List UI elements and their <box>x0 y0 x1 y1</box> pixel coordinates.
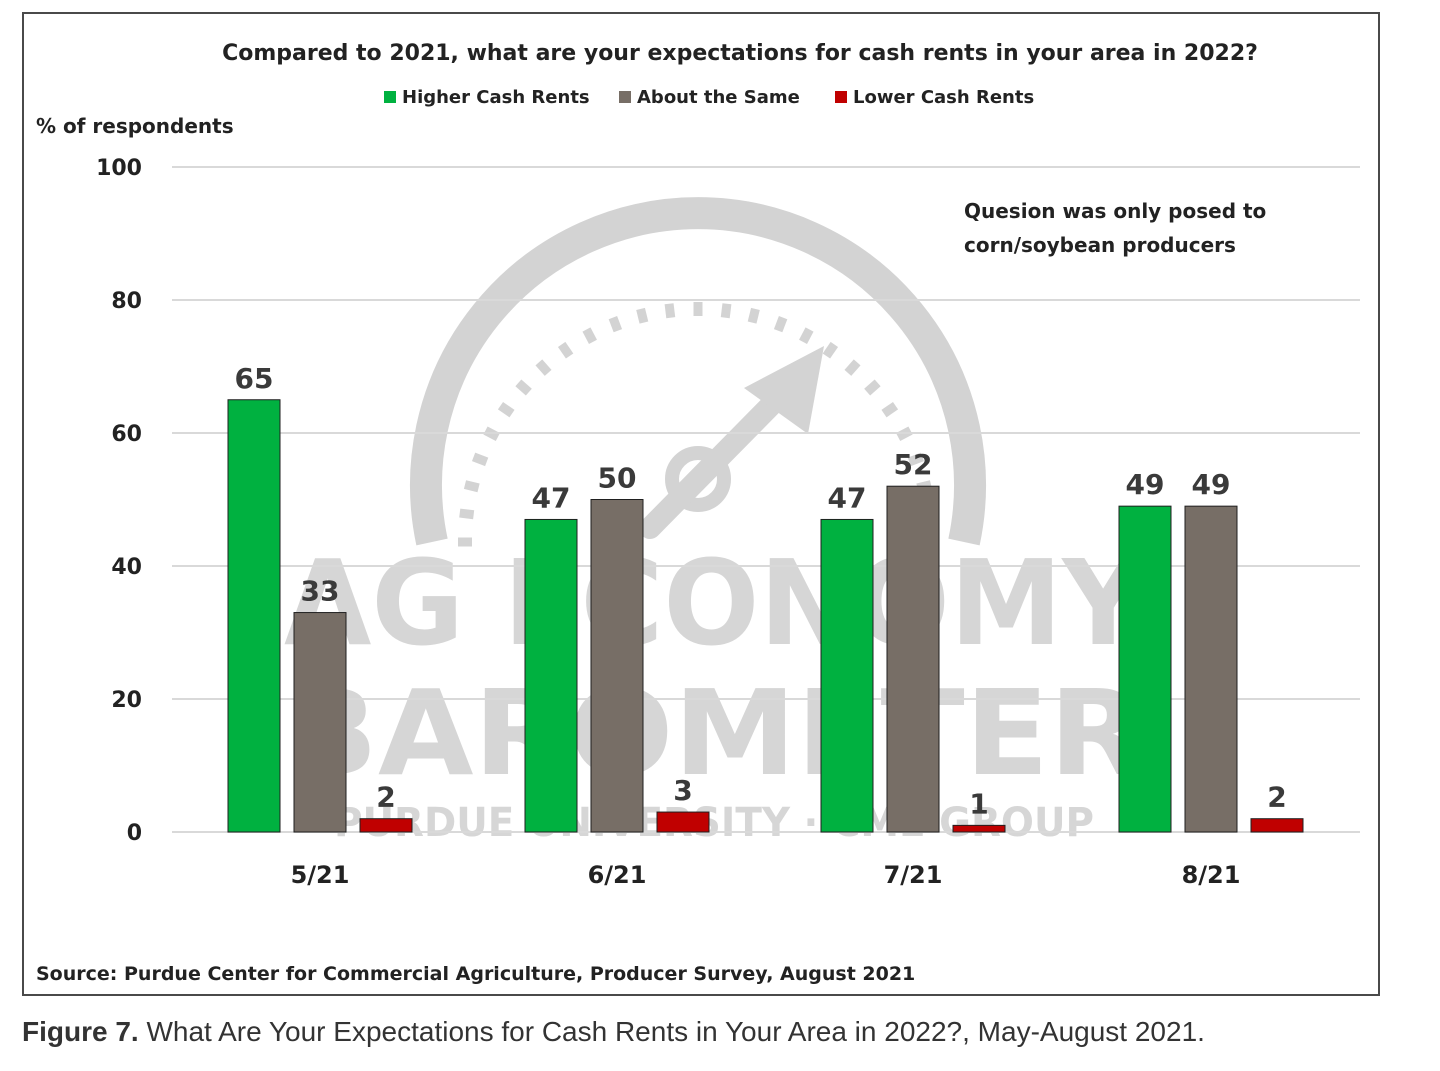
watermark-gauge-tick <box>463 480 480 493</box>
watermark-line3: PURDUE UNIVERSITY · CME GROUP <box>334 800 1094 846</box>
bar-same-7-21 <box>886 485 940 833</box>
x-category-label: 7/21 <box>884 861 943 889</box>
data-label: 49 <box>1126 468 1165 501</box>
watermark-gauge-tick <box>822 341 839 359</box>
watermark-gauge-tick <box>557 341 574 359</box>
chart-bars <box>227 399 1304 833</box>
bar-higher-8-21 <box>1118 505 1172 833</box>
data-label: 33 <box>301 575 340 608</box>
watermark-gauge-hub <box>665 446 731 512</box>
watermark-gauge-arc <box>410 197 986 546</box>
chart-svg: AG ECONOMY BAROMETER PURDUE UNIVERSITY ·… <box>36 41 1360 985</box>
data-label: 2 <box>376 781 395 814</box>
legend-label-lower: Lower Cash Rents <box>853 87 1034 108</box>
data-label: 52 <box>894 448 933 481</box>
data-label: 47 <box>828 481 867 514</box>
y-tick-label: 80 <box>111 289 142 314</box>
legend-label-same: About the Same <box>637 87 800 108</box>
bar-same-5-21 <box>293 612 347 833</box>
x-category-label: 5/21 <box>291 861 350 889</box>
bar-higher-7-21 <box>820 518 874 833</box>
legend-swatch-same <box>619 91 631 103</box>
watermark-gauge-tick <box>881 401 899 418</box>
bar-lower-7-21 <box>952 824 1006 833</box>
legend-swatch-higher <box>384 91 396 103</box>
watermark-gauge-tick <box>535 359 552 376</box>
watermark-logo: AG ECONOMY BAROMETER PURDUE UNIVERSITY ·… <box>284 197 1145 846</box>
watermark-line2: BAROMETER <box>284 664 1144 802</box>
watermark-gauge-tick <box>907 452 924 467</box>
watermark-gauge-tick <box>720 303 732 319</box>
bar-lower-6-21 <box>656 811 710 833</box>
watermark-gauge-tick <box>773 316 788 333</box>
bar-lower-8-21 <box>1250 818 1304 833</box>
watermark-gauge-tick <box>636 307 649 324</box>
watermark-gauge-needle <box>639 383 793 539</box>
watermark-gauge-tick <box>515 379 532 396</box>
x-category-label: 8/21 <box>1182 861 1241 889</box>
watermark-gauge-tick <box>459 508 475 520</box>
bar-higher-5-21 <box>227 399 281 833</box>
x-axis-categories: 5/21 6/21 7/21 8/21 <box>291 861 1241 889</box>
chart-source: Source: Purdue Center for Commercial Agr… <box>36 963 915 985</box>
watermark-gauge-tick <box>608 316 623 333</box>
figure-caption: Figure 7. What Are Your Expectations for… <box>22 1016 1412 1048</box>
chart-data-labels: 65 33 2 47 50 3 47 52 1 49 49 2 <box>235 362 1287 821</box>
watermark-gauge-tick <box>799 327 814 344</box>
data-label: 50 <box>598 462 637 495</box>
watermark-gauge-tick <box>864 379 881 396</box>
watermark-gauge-tick <box>582 327 597 344</box>
caption-label: Figure 7. <box>22 1016 139 1047</box>
y-tick-label: 40 <box>111 555 142 580</box>
annotation-line-1: Quesion was only posed to <box>964 199 1266 223</box>
caption-text: What Are Your Expectations for Cash Rent… <box>138 1016 1205 1047</box>
data-label: 47 <box>532 481 571 514</box>
chart-title: Compared to 2021, what are your expectat… <box>222 41 1258 66</box>
y-tick-label: 100 <box>96 156 142 181</box>
watermark-gauge-ticks <box>458 302 938 547</box>
watermark-gauge-tick <box>747 307 760 324</box>
y-axis-label: % of respondents <box>36 114 234 138</box>
y-tick-label: 0 <box>127 821 142 846</box>
chart-legend: Higher Cash Rents About the Same Lower C… <box>384 87 1034 108</box>
data-label: 3 <box>673 774 692 807</box>
data-label: 49 <box>1192 468 1231 501</box>
watermark-gauge-tick <box>664 303 676 319</box>
watermark-gauge-arrowhead <box>744 346 824 434</box>
chart-frame: AG ECONOMY BAROMETER PURDUE UNIVERSITY ·… <box>22 12 1380 996</box>
watermark-gauge-tick <box>497 401 515 418</box>
bar-higher-6-21 <box>524 518 578 833</box>
y-tick-label: 20 <box>111 688 142 713</box>
data-label: 65 <box>235 362 274 395</box>
watermark-gauge-tick <box>844 359 861 376</box>
x-category-label: 6/21 <box>588 861 647 889</box>
annotation-line-2: corn/soybean producers <box>964 233 1236 257</box>
data-label: 1 <box>969 787 988 820</box>
bar-lower-5-21 <box>359 818 413 833</box>
watermark-line1: AG ECONOMY <box>284 534 1145 672</box>
data-label: 2 <box>1267 781 1286 814</box>
bar-same-8-21 <box>1184 505 1238 833</box>
y-axis-ticks: 0 20 40 60 80 100 <box>96 156 142 846</box>
bar-same-6-21 <box>590 499 644 833</box>
y-tick-label: 60 <box>111 422 142 447</box>
legend-swatch-lower <box>835 91 847 103</box>
watermark-gauge-tick <box>472 452 489 467</box>
legend-label-higher: Higher Cash Rents <box>402 87 590 108</box>
